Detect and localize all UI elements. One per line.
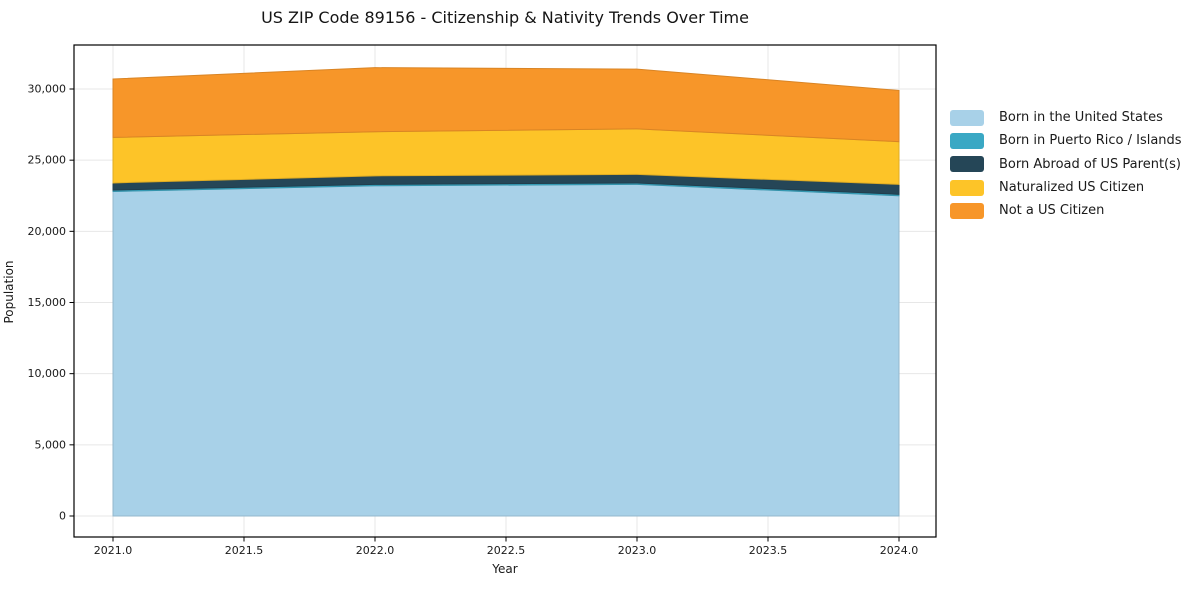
y-tick-label: 25,000	[28, 154, 67, 167]
y-tick-label: 15,000	[28, 296, 67, 309]
legend-swatch	[950, 179, 984, 196]
x-tick-label: 2021.5	[225, 544, 264, 557]
legend-swatch	[950, 132, 984, 149]
x-tick-label: 2021.0	[94, 544, 133, 557]
legend-swatch	[950, 156, 984, 173]
legend-swatch	[950, 202, 984, 219]
y-tick-label: 20,000	[28, 225, 67, 238]
area-series-4	[112, 67, 900, 143]
plot-frame	[73, 44, 937, 538]
legend-label: Born in the United States	[999, 110, 1163, 126]
legend-item: Born in the United States	[950, 106, 1182, 129]
y-axis-label: Population	[2, 260, 16, 324]
x-tick-label: 2024.0	[880, 544, 919, 557]
legend-label: Born Abroad of US Parent(s)	[999, 156, 1181, 172]
legend-item: Not a US Citizen	[950, 199, 1182, 222]
y-tick-label: 0	[59, 510, 66, 523]
legend-label: Naturalized US Citizen	[999, 180, 1145, 196]
y-tick-label: 10,000	[28, 367, 67, 380]
area-series-0	[112, 183, 900, 517]
legend-label: Not a US Citizen	[999, 203, 1105, 219]
x-tick-label: 2022.5	[487, 544, 526, 557]
legend-item: Naturalized US Citizen	[950, 176, 1182, 199]
legend-swatch	[950, 109, 984, 126]
legend-item: Born in Puerto Rico / Islands	[950, 129, 1182, 152]
legend: Born in the United States Born in Puerto …	[950, 106, 1182, 222]
y-tick-label: 30,000	[28, 83, 67, 96]
x-tick-label: 2023.5	[749, 544, 788, 557]
x-axis-label: Year	[492, 562, 518, 576]
legend-item: Born Abroad of US Parent(s)	[950, 153, 1182, 176]
legend-label: Born in Puerto Rico / Islands	[999, 133, 1182, 149]
y-tick-label: 5,000	[35, 438, 67, 451]
chart-title: US ZIP Code 89156 - Citizenship & Nativi…	[261, 8, 749, 27]
x-tick-label: 2022.0	[356, 544, 395, 557]
x-tick-label: 2023.0	[618, 544, 657, 557]
